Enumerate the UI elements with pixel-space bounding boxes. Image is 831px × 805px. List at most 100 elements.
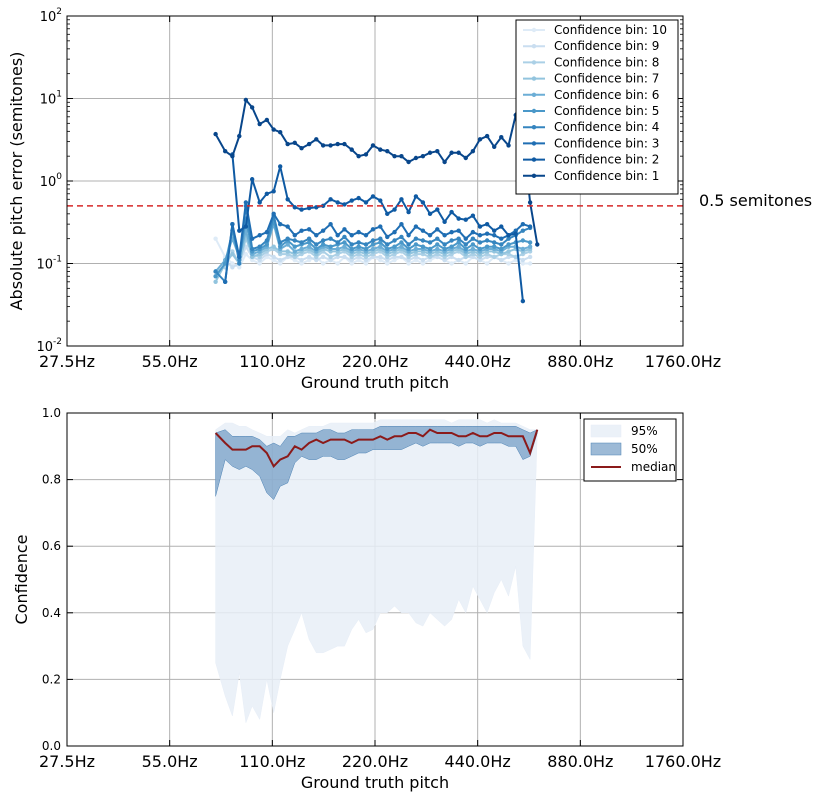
series-point (449, 238, 454, 243)
series-point (237, 265, 242, 270)
series-point (456, 244, 461, 249)
legend-label: Confidence bin: 2 (554, 153, 659, 167)
series-point (292, 140, 297, 146)
series-point (392, 207, 397, 212)
series-point (271, 127, 276, 132)
series-point (463, 217, 468, 222)
series-point (477, 257, 483, 263)
y-tick-base: 10 (36, 340, 53, 355)
series-point (520, 261, 526, 266)
series-point (435, 246, 440, 252)
y-tick-exponent: 2 (56, 7, 62, 17)
series-point (363, 261, 369, 266)
legend-marker (531, 108, 537, 114)
legend-label: Confidence bin: 8 (554, 55, 659, 69)
legend-label: Confidence bin: 6 (554, 88, 659, 102)
legend-label: Confidence bin: 7 (554, 72, 659, 86)
series-point (277, 130, 283, 135)
series-point (363, 257, 369, 263)
series-point (277, 244, 283, 249)
plot-frame (66, 15, 684, 347)
series-point (314, 246, 319, 252)
y-tick-exponent: 1 (56, 90, 62, 100)
series-point (385, 148, 390, 154)
series-point (399, 221, 404, 227)
legend-swatch (590, 442, 622, 456)
series-point (320, 143, 326, 148)
series-point (271, 257, 276, 263)
series-point (363, 152, 369, 157)
series-point (335, 141, 340, 147)
legend-marker (531, 141, 537, 146)
series-point (449, 244, 454, 249)
series-point (378, 198, 383, 203)
series-point (449, 229, 454, 235)
series-point (320, 203, 326, 209)
series-point (285, 224, 290, 229)
series-point (243, 200, 249, 205)
series-point (385, 246, 390, 252)
series-point (349, 147, 354, 152)
series-point (385, 211, 390, 217)
x-tick-label: 110.0Hz (239, 752, 305, 771)
series-point (520, 221, 526, 227)
series-point (292, 244, 297, 249)
legend-marker (531, 92, 537, 98)
series-point (257, 233, 262, 238)
series-point (328, 236, 333, 241)
series-point (470, 236, 476, 241)
series-point (378, 147, 383, 152)
series-point (285, 249, 290, 254)
series-point (499, 134, 504, 140)
series-point (399, 197, 404, 202)
series-point (520, 298, 526, 304)
series-point (335, 200, 340, 205)
legend-marker (531, 76, 537, 81)
series-point (271, 244, 276, 249)
series-point (435, 148, 440, 154)
series-point (314, 242, 319, 247)
y-tick-label: 10-2 (36, 337, 62, 355)
x-axis-label: Ground truth pitch (301, 773, 449, 792)
series-point (470, 148, 476, 154)
series-point (463, 242, 468, 247)
series-point (442, 242, 447, 247)
series-point (413, 155, 419, 161)
series-point (506, 242, 511, 247)
series-point (222, 279, 228, 285)
series-point (392, 244, 397, 249)
series-point (456, 150, 461, 155)
x-tick-label: 220.0Hz (342, 752, 408, 771)
x-tick-label: 27.5Hz (39, 352, 95, 371)
series-point (406, 159, 411, 165)
series-point (349, 246, 354, 252)
series-point (413, 242, 419, 247)
series-point (243, 251, 249, 257)
series-point (527, 261, 533, 266)
series-point (406, 209, 411, 215)
series-point (420, 261, 426, 266)
series-point (356, 153, 361, 159)
series-point (456, 236, 461, 241)
y-axis-label: Absolute pitch error (semitones) (7, 52, 26, 311)
series-point (237, 254, 242, 260)
series-point (299, 207, 304, 212)
series-point (442, 159, 447, 165)
series-point (477, 137, 483, 142)
series-point (257, 261, 262, 266)
series-point (292, 205, 297, 210)
series-point (399, 234, 404, 240)
series-point (484, 244, 490, 249)
x-axis-label: Ground truth pitch (301, 373, 449, 392)
series-point (420, 238, 426, 243)
series-point (435, 207, 440, 212)
series-point (370, 194, 376, 199)
y-tick-label: 0.4 (42, 606, 61, 620)
series-point (492, 240, 497, 245)
series-point (356, 195, 361, 201)
series-point (399, 244, 404, 249)
y-tick-label: 0.6 (42, 539, 61, 553)
series-point (222, 148, 228, 154)
series-point (527, 224, 533, 229)
legend-label: Confidence bin: 9 (554, 39, 659, 53)
